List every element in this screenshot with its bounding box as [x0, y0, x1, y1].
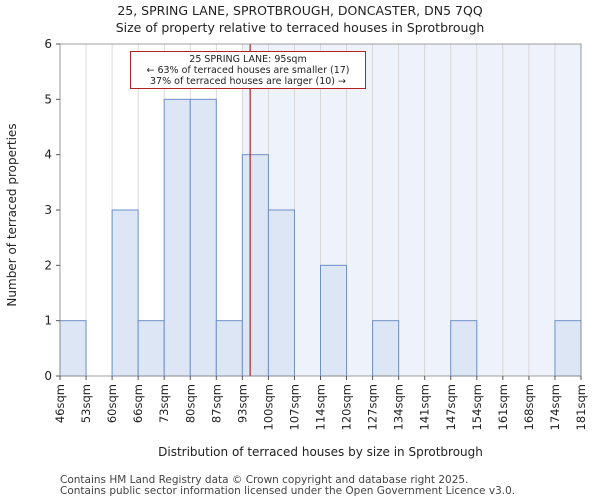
- bar: [215, 320, 243, 377]
- x-axis-ticks: 46sqm 53sqm 60sqm 66sqm 73sqm 80sqm 87sqm 93sqm…: [53, 376, 588, 430]
- x-tick-label: 53sqm: [79, 384, 93, 423]
- x-tick-label: 181sqm: [574, 384, 588, 430]
- x-tick-label: 46sqm: [53, 384, 67, 423]
- x-tick-label: 168sqm: [522, 384, 536, 430]
- annotation-line-smaller: ← 63% of terraced houses are smaller (17…: [146, 65, 350, 76]
- bar: [189, 98, 217, 377]
- y-tick-label: 1: [44, 314, 52, 328]
- y-tick-label: 6: [44, 37, 52, 51]
- chart-title-address: 25, SPRING LANE, SPROTBROUGH, DONCASTER,…: [117, 3, 483, 18]
- x-axis-label: Distribution of terraced houses by size …: [158, 445, 483, 459]
- y-tick-label: 4: [44, 148, 52, 162]
- footer-licence: Contains public sector information licen…: [60, 485, 516, 497]
- y-tick-label: 2: [44, 258, 52, 272]
- y-tick-label: 5: [44, 92, 52, 106]
- bar: [267, 209, 295, 377]
- x-tick-label: 93sqm: [235, 384, 249, 423]
- x-tick-label: 147sqm: [444, 384, 458, 430]
- bar: [111, 209, 139, 377]
- x-tick-label: 127sqm: [366, 384, 380, 430]
- bar: [163, 98, 191, 377]
- x-tick-label: 134sqm: [392, 384, 406, 430]
- bar: [137, 320, 165, 377]
- x-tick-label: 141sqm: [418, 384, 432, 430]
- y-tick-label: 0: [44, 369, 52, 383]
- bar: [372, 320, 400, 377]
- annotation-box: 25 SPRING LANE: 95sqm ← 63% of terraced …: [130, 51, 366, 89]
- x-tick-label: 114sqm: [314, 384, 328, 430]
- x-tick-label: 100sqm: [261, 384, 275, 430]
- x-tick-label: 80sqm: [183, 384, 197, 423]
- x-tick-label: 73sqm: [157, 384, 171, 423]
- x-tick-label: 60sqm: [105, 384, 119, 423]
- x-tick-label: 66sqm: [131, 384, 145, 423]
- chart-title-subtitle: Size of property relative to terraced ho…: [115, 20, 485, 35]
- bar: [450, 320, 478, 377]
- bar: [554, 320, 582, 377]
- y-axis-ticks: 0 1 2 3 4 5 6: [44, 37, 60, 383]
- bar: [320, 264, 348, 377]
- x-tick-label: 87sqm: [209, 384, 223, 423]
- x-tick-label: 154sqm: [470, 384, 484, 430]
- y-axis-label: Number of terraced properties: [5, 123, 19, 307]
- x-tick-label: 120sqm: [340, 384, 354, 430]
- x-tick-label: 161sqm: [496, 384, 510, 430]
- bar: [241, 154, 269, 377]
- footer-copyright: Contains HM Land Registry data © Crown c…: [60, 474, 469, 486]
- bar: [59, 320, 87, 377]
- x-tick-label: 107sqm: [287, 384, 301, 430]
- bars: [59, 98, 582, 377]
- x-tick-label: 174sqm: [548, 384, 562, 430]
- highlight-region: [242, 44, 581, 376]
- annotation-line-property: 25 SPRING LANE: 95sqm: [189, 54, 307, 65]
- annotation-line-larger: 37% of terraced houses are larger (10) →: [150, 76, 346, 87]
- y-tick-label: 3: [44, 203, 52, 217]
